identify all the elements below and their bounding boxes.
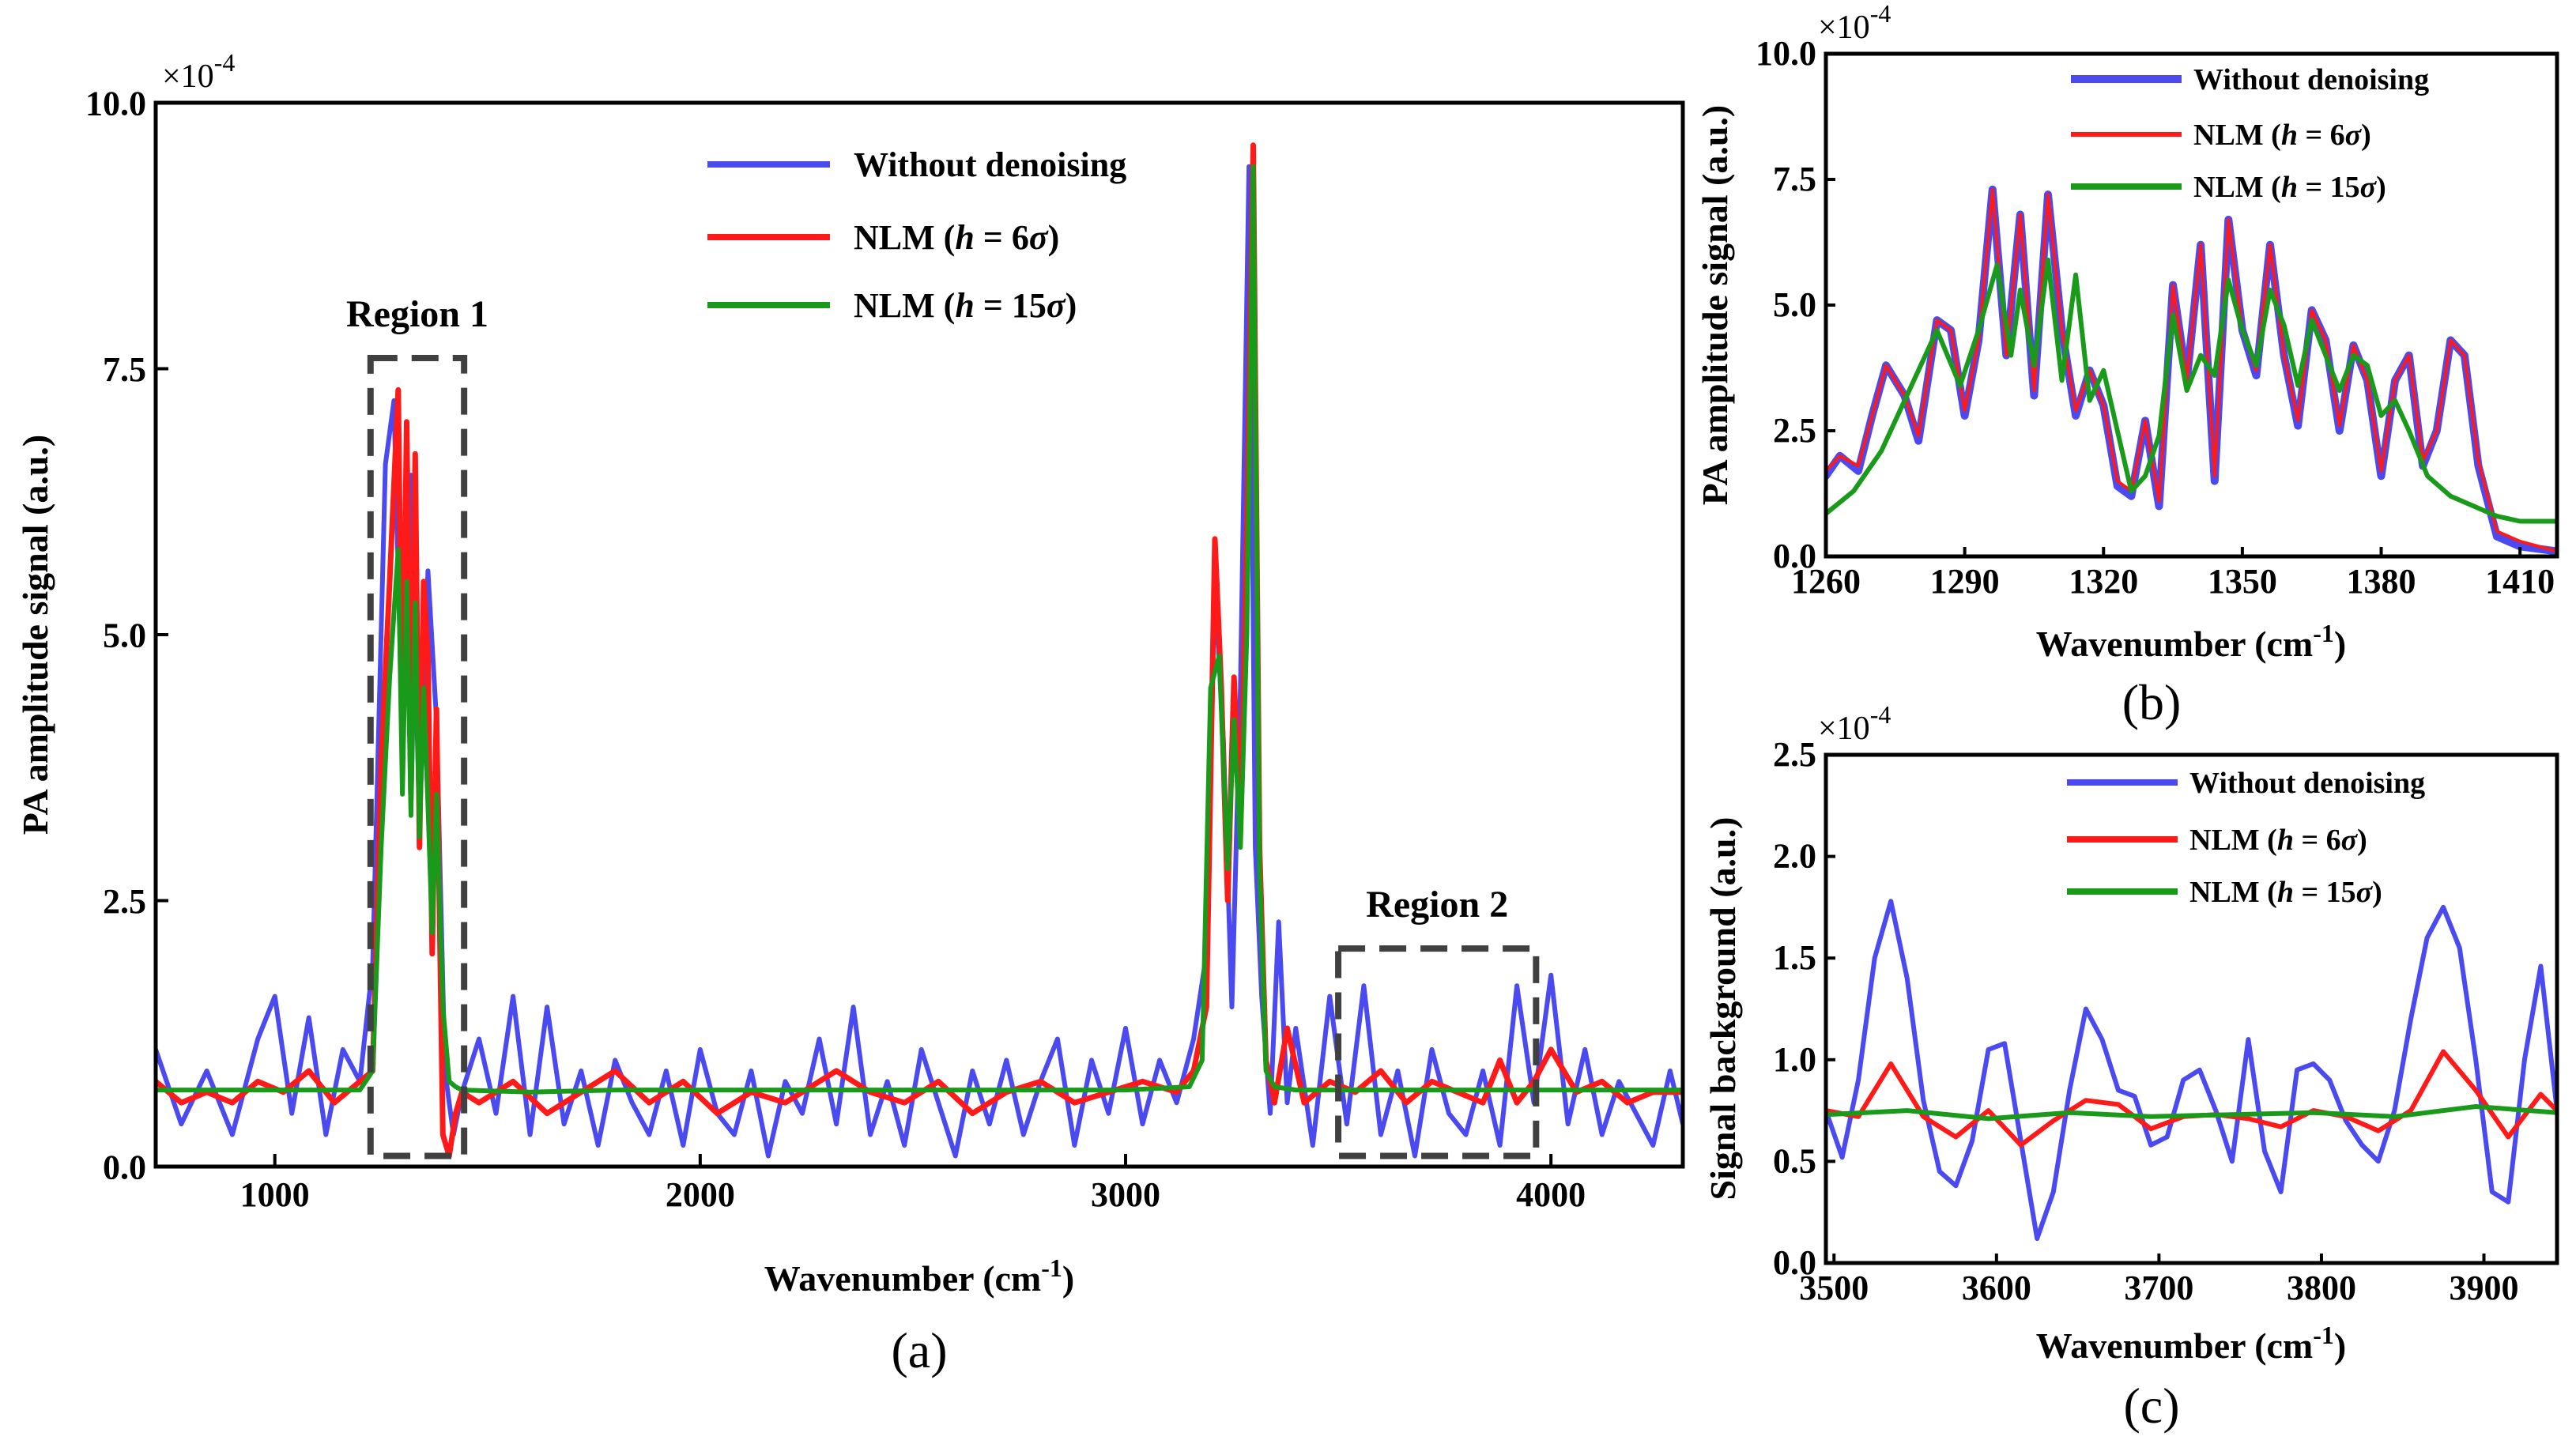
panel-c-y-scale: ×10-4: [1818, 700, 1891, 747]
panel-c-y-ticks: 0.0 0.5 1.0 1.5 2.0 2.5: [1773, 735, 1835, 1282]
panel-a-label: (a): [891, 1322, 947, 1378]
panel-a-x-axis-label: Wavenumber (cm-1): [764, 1254, 1075, 1299]
legend-c-nlm6-label: NLM (h = 6σ): [2189, 824, 2367, 857]
panel-c-x-ticks: 3500 3600 3700 3800 3900: [1799, 1254, 2519, 1307]
panel-c-y-tick-label: 0.0: [1773, 1243, 1816, 1282]
legend-b-nlm6-label: NLM (h = 6σ): [2193, 119, 2371, 152]
panel-c-series-nlm15: [1826, 1104, 2557, 1122]
panel-c-label: (c): [2123, 1378, 2179, 1434]
panel-c-y-axis-label: Signal background (a.u.): [1703, 817, 1743, 1201]
panel-b-y-scale: ×10-4: [1818, 0, 1891, 46]
panel-b-series-nlm15: [1826, 257, 2557, 524]
panel-a: Region 1 Region 2 1000 2000 3000 4000 0.0 2.5…: [15, 48, 1685, 1378]
legend-c-without-label: Without denoising: [2189, 767, 2425, 800]
panel-a-y-tick-label: 10.0: [85, 84, 146, 123]
panel-c-y-tick-label: 2.5: [1773, 735, 1816, 774]
legend-b-nlm15-label: NLM (h = 15σ): [2193, 171, 2386, 204]
panel-b-series-nlm6: [1826, 187, 2557, 553]
panel-b-y-tick-label: 7.5: [1773, 160, 1816, 198]
panel-b-y-tick-label: 10.0: [1756, 34, 1816, 73]
legend-a-nlm6-label: NLM (h = 6σ): [854, 218, 1059, 257]
panel-b-y-tick-label: 2.5: [1773, 411, 1816, 450]
panel-a-y-axis-label: PA amplitude signal (a.u.): [15, 435, 55, 835]
panel-c-x-tick-label: 3600: [1962, 1269, 2031, 1307]
panel-a-y-ticks: 0.0 2.5 5.0 7.5 10.0: [85, 84, 168, 1186]
panel-c-frame: [1824, 752, 2559, 1265]
panel-b-series-group: [1826, 185, 2557, 556]
panel-a-x-tick-label: 1000: [240, 1175, 310, 1214]
panel-b: 1260 1290 1320 1350 1380 1410 0.0 2.5 5.0 7.5 10.…: [1695, 0, 2559, 730]
panel-b-x-tick-label: 1260: [1791, 562, 1861, 601]
panel-c-series-nlm6: [1826, 1049, 2557, 1148]
panel-c-x-tick-label: 3700: [2124, 1269, 2193, 1307]
panel-a-gridless-plot: Region 1 Region 2 1000 2000 3000 4000 0.0 2.5…: [85, 84, 1685, 1214]
panel-c-series-group: [1826, 899, 2557, 1242]
panel-a-y-tick-label: 5.0: [103, 616, 146, 654]
panel-c-series-without: [1826, 899, 2557, 1242]
panel-a-x-ticks: 1000 2000 3000 4000: [240, 1154, 1586, 1214]
panel-a-y-tick-label: 0.0: [103, 1148, 146, 1186]
panel-c-legend: Without denoising NLM (h = 6σ) NLM (h = …: [2067, 767, 2425, 909]
panel-b-x-axis-label: Wavenumber (cm-1): [2036, 619, 2347, 664]
legend-a-nlm15-label: NLM (h = 15σ): [854, 286, 1077, 325]
panel-b-y-tick-label: 0.0: [1773, 537, 1816, 575]
panel-c-y-tick-label: 2.0: [1773, 837, 1816, 876]
panel-b-x-ticks: 1260 1290 1320 1350 1380 1410: [1791, 547, 2555, 601]
legend-c-nlm15-label: NLM (h = 15σ): [2189, 876, 2382, 909]
panel-c-x-tick-label: 3800: [2287, 1269, 2356, 1307]
region-1-box: [367, 355, 468, 1159]
legend-a-without-label: Without denoising: [854, 145, 1126, 184]
region-2-label: Region 2: [1366, 884, 1508, 926]
panel-a-x-tick-label: 2000: [666, 1175, 735, 1214]
panel-a-series-group: [156, 142, 1683, 1159]
panel-a-x-tick-label: 3000: [1091, 1175, 1160, 1214]
panel-c-x-tick-label: 3500: [1799, 1269, 1869, 1307]
panel-a-x-tick-label: 4000: [1516, 1175, 1586, 1214]
panel-b-y-tick-label: 5.0: [1773, 285, 1816, 324]
panel-c-x-tick-label: 3900: [2450, 1269, 2519, 1307]
panel-b-x-tick-label: 1380: [2347, 562, 2416, 601]
panel-b-x-tick-label: 1290: [1930, 562, 2000, 601]
panel-b-y-axis-label: PA amplitude signal (a.u.): [1695, 105, 1735, 506]
panel-a-series-nlm15: [156, 164, 1683, 1095]
region-2-box: [1335, 945, 1540, 1159]
panel-a-y-tick-label: 7.5: [103, 350, 146, 389]
panel-a-y-tick-label: 2.5: [103, 882, 146, 921]
panel-a-y-scale: ×10-4: [162, 48, 235, 95]
panel-b-y-ticks: 0.0 2.5 5.0 7.5 10.0: [1756, 34, 1835, 575]
panel-a-legend: Without denoising NLM (h = 6σ) NLM (h = …: [707, 145, 1126, 325]
panel-a-regions: Region 1 Region 2: [346, 293, 1540, 1159]
panel-c-y-tick-label: 1.5: [1773, 938, 1816, 977]
panel-c-x-axis-label: Wavenumber (cm-1): [2036, 1321, 2347, 1366]
legend-b-without-label: Without denoising: [2193, 63, 2429, 96]
panel-c: 3500 3600 3700 3800 3900 0.00.51.01.52.02.5 …: [1703, 700, 2559, 1434]
panel-c-y-tick-label: 1.0: [1773, 1040, 1816, 1079]
panel-b-x-tick-label: 1350: [2208, 562, 2277, 601]
region-1-label: Region 1: [346, 293, 488, 335]
panel-b-x-tick-label: 1410: [2485, 562, 2555, 601]
panel-c-y-tick-label: 0.5: [1773, 1141, 1816, 1180]
panel-b-x-tick-label: 1320: [2069, 562, 2138, 601]
panel-b-label: (b): [2122, 674, 2182, 730]
panel-b-legend: Without denoising NLM (h = 6σ) NLM (h = …: [2071, 63, 2429, 204]
